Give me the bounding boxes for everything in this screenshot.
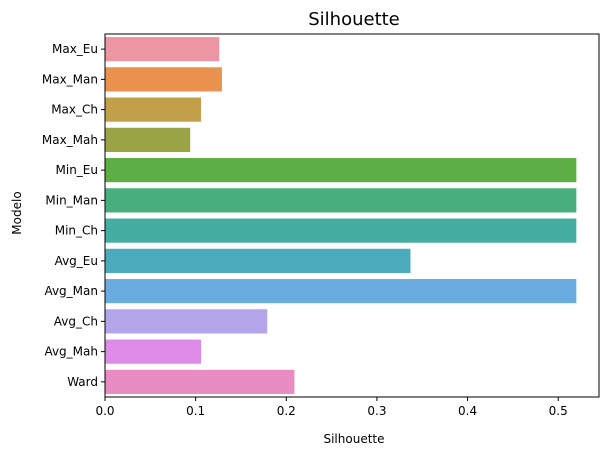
bar-max-eu xyxy=(105,37,220,62)
y-tick-label: Ward xyxy=(67,375,98,389)
y-tick-label: Min_Ch xyxy=(55,224,98,238)
bar-avg-man xyxy=(105,279,577,304)
bar-max-mah xyxy=(105,127,191,152)
y-axis-title: Modelo xyxy=(10,191,24,234)
bar-max-ch xyxy=(105,97,202,122)
bar-max-man xyxy=(105,67,222,92)
y-tick-label: Avg_Eu xyxy=(55,254,98,268)
y-tick-label: Min_Eu xyxy=(56,163,98,177)
y-tick-label: Max_Ch xyxy=(51,103,98,117)
y-tick-label: Max_Eu xyxy=(52,42,98,56)
x-tick-label: 0.0 xyxy=(95,404,114,418)
x-tick-label: 0.1 xyxy=(186,404,205,418)
bar-avg-ch xyxy=(105,309,268,334)
bar-avg-mah xyxy=(105,339,202,364)
x-axis-ticks: 0.0 0.1 0.2 0.3 0.4 0.5 xyxy=(95,397,568,418)
bar-avg-eu xyxy=(105,248,411,273)
bar-min-eu xyxy=(105,158,577,183)
y-tick-label: Min_Man xyxy=(45,193,98,207)
y-tick-label: Avg_Mah xyxy=(44,345,98,359)
x-axis-title: Silhouette xyxy=(323,432,384,446)
x-tick-label: 0.4 xyxy=(458,404,477,418)
plot-frame xyxy=(104,33,600,398)
y-tick-label: Max_Man xyxy=(42,72,98,86)
y-tick-label: Max_Mah xyxy=(42,133,98,147)
y-axis-ticks: Max_Eu Max_Man Max_Ch Max_Mah Min_Eu Min_Man M… xyxy=(42,42,105,389)
x-tick-label: 0.3 xyxy=(367,404,386,418)
x-tick-label: 0.5 xyxy=(549,404,568,418)
bar-min-ch xyxy=(105,218,577,243)
bar-min-man xyxy=(105,188,577,213)
y-tick-label: Avg_Man xyxy=(44,284,98,298)
chart-title: Silhouette xyxy=(308,9,400,30)
bars-group xyxy=(105,37,577,394)
y-tick-label: Avg_Ch xyxy=(54,314,98,328)
bar-ward xyxy=(105,369,295,394)
x-tick-label: 0.2 xyxy=(277,404,296,418)
